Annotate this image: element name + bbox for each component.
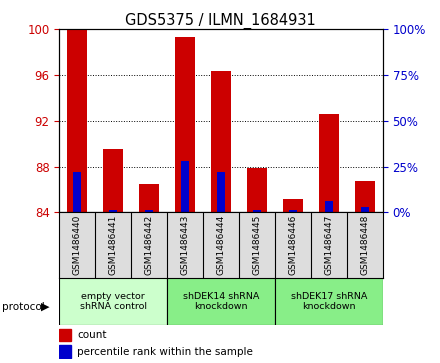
Text: GSM1486448: GSM1486448 [360, 215, 369, 275]
Text: GSM1486443: GSM1486443 [181, 215, 190, 275]
Bar [110, 210, 117, 212]
Bar [319, 114, 339, 212]
Bar [325, 201, 333, 212]
Bar [211, 72, 231, 212]
Text: shDEK17 shRNA
knockdown: shDEK17 shRNA knockdown [291, 291, 367, 311]
Bar [59, 345, 71, 358]
Text: GSM1486441: GSM1486441 [109, 215, 118, 275]
Text: count: count [77, 330, 106, 340]
Bar [361, 207, 369, 212]
FancyBboxPatch shape [275, 278, 383, 325]
Bar [181, 161, 189, 212]
FancyBboxPatch shape [167, 278, 275, 325]
Text: GSM1486445: GSM1486445 [253, 215, 261, 275]
Bar [247, 168, 267, 212]
Text: percentile rank within the sample: percentile rank within the sample [77, 347, 253, 356]
Text: GDS5375 / ILMN_1684931: GDS5375 / ILMN_1684931 [125, 13, 315, 29]
Bar [145, 210, 153, 212]
Text: GSM1486442: GSM1486442 [145, 215, 154, 275]
FancyBboxPatch shape [59, 278, 167, 325]
Text: protocol: protocol [2, 302, 45, 312]
Bar [67, 29, 87, 212]
Bar [59, 329, 71, 341]
Bar [355, 182, 375, 212]
Text: GSM1486446: GSM1486446 [289, 215, 297, 275]
Bar [73, 172, 81, 212]
Text: empty vector
shRNA control: empty vector shRNA control [80, 291, 147, 311]
Text: ▶: ▶ [40, 302, 49, 312]
Text: GSM1486444: GSM1486444 [216, 215, 226, 275]
Bar [217, 172, 225, 212]
Text: GSM1486440: GSM1486440 [73, 215, 82, 275]
Text: GSM1486447: GSM1486447 [324, 215, 334, 275]
Bar [103, 149, 123, 212]
Bar [139, 184, 159, 212]
Bar [283, 199, 303, 212]
Bar [253, 210, 261, 212]
Bar [289, 210, 297, 212]
Text: shDEK14 shRNA
knockdown: shDEK14 shRNA knockdown [183, 291, 259, 311]
Bar [175, 37, 195, 212]
